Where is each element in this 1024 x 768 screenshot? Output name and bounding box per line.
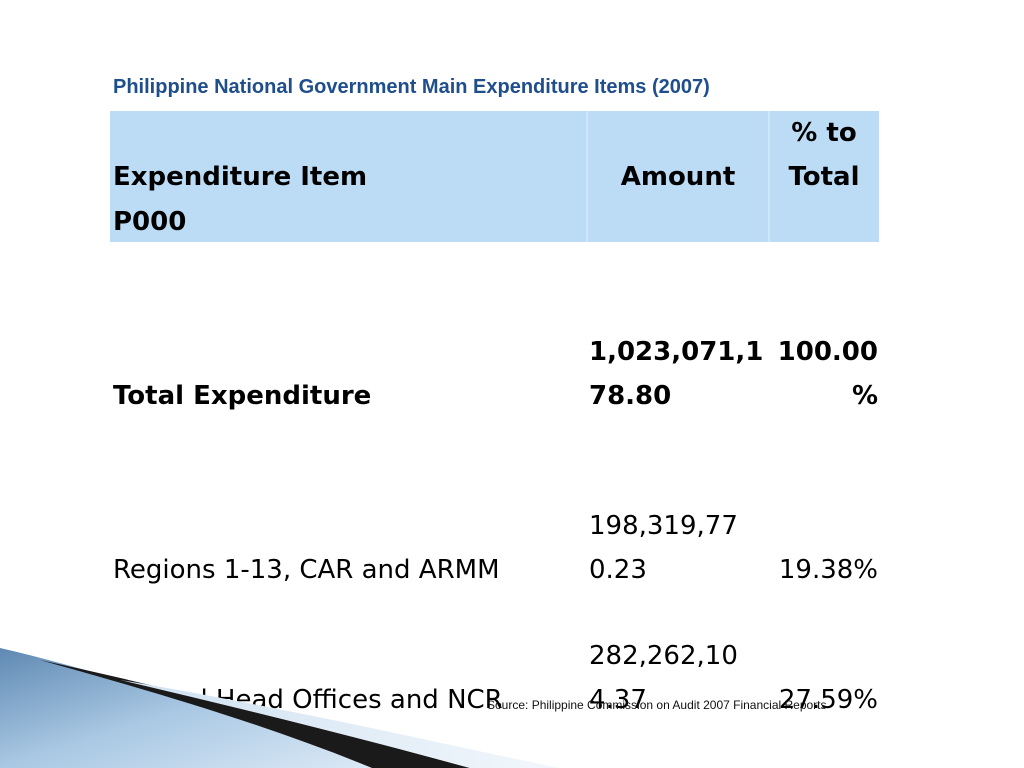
header-pct-line1: % to (791, 118, 857, 148)
row-amount-line1: 1,023,071,1 (589, 337, 764, 367)
row-item: Total Expenditure (113, 381, 372, 411)
row-pct-line2: % (851, 381, 878, 411)
row-pct-line1: 100.00 (777, 337, 878, 367)
header-amount: Amount (620, 162, 736, 192)
slide-title: Philippine National Government Main Expe… (113, 76, 710, 98)
table-header (110, 111, 879, 242)
source-note: Source: Philippine Commission on Audit 2… (487, 698, 827, 712)
row-amount-line2: 78.80 (589, 381, 672, 411)
header-item-unit: P000 (113, 207, 187, 237)
row-amount-line2: 0.23 (589, 555, 647, 585)
row-pct: 27.59% (778, 685, 878, 715)
row-item: Regions 1-13, CAR and ARMM (113, 555, 500, 585)
row-pct: 19.38% (778, 555, 878, 585)
header-divider (586, 111, 588, 242)
header-divider (768, 111, 770, 242)
row-amount-line2: 4.37 (589, 685, 647, 715)
row-amount-line1: 198,319,77 (589, 511, 738, 541)
row-amount-line1: 282,262,10 (589, 641, 738, 671)
header-pct-line2: Total (788, 162, 860, 192)
header-item-label: Expenditure Item (113, 162, 368, 192)
